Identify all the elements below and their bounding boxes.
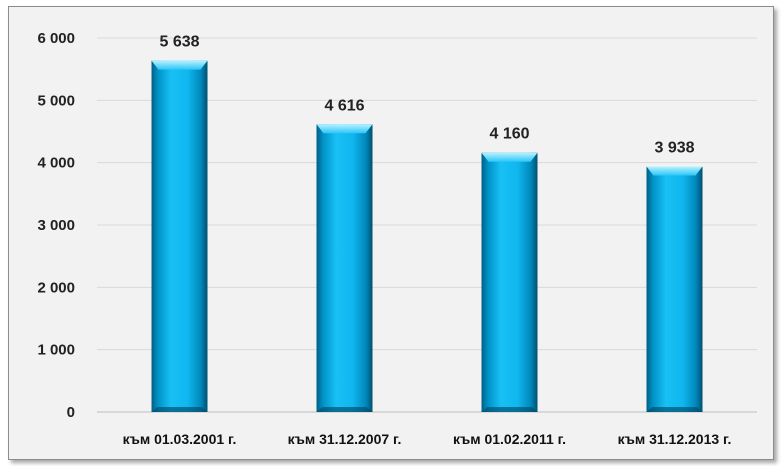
bar-cap-4: [646, 166, 703, 176]
bar-base-2: [316, 407, 373, 412]
y-axis: 0 1 000 2 000 3 000 4 000 5 000 6 000: [37, 30, 75, 421]
bars: [151, 60, 703, 412]
bar-2: [316, 124, 373, 412]
bar-cap-3: [481, 152, 538, 162]
bar-cap-1: [151, 60, 208, 70]
bar-base-4: [646, 407, 703, 412]
y-tick-label: 4 000: [37, 155, 75, 172]
data-label-4: 3 938: [654, 140, 694, 157]
y-tick-label: 2 000: [37, 279, 75, 296]
bar-3: [481, 152, 538, 412]
bar-base-3: [481, 407, 538, 412]
bar-4: [646, 166, 703, 412]
category-label-4: към 31.12.2013 г.: [618, 431, 732, 447]
category-label-1: към 01.03.2001 г.: [123, 431, 237, 447]
data-label-1: 5 638: [159, 34, 199, 51]
x-axis: към 01.03.2001 г. към 31.12.2007 г. към 01…: [123, 431, 732, 447]
bar-1: [151, 60, 208, 412]
y-tick-label: 3 000: [37, 217, 75, 234]
data-labels: 5 638 4 616 4 160 3 938: [159, 34, 694, 157]
data-label-2: 4 616: [324, 97, 364, 114]
bar-cap-2: [316, 124, 373, 134]
y-tick-label: 5 000: [37, 92, 75, 109]
bar-chart: 0 1 000 2 000 3 000 4 000 5 000 6 000 5 638 4 6…: [37, 30, 757, 447]
category-label-2: към 31.12.2007 г.: [288, 431, 402, 447]
bar-base-1: [151, 407, 208, 412]
data-label-3: 4 160: [489, 126, 529, 143]
y-tick-label: 6 000: [37, 30, 75, 47]
y-tick-label: 0: [67, 404, 75, 421]
y-tick-label: 1 000: [37, 342, 75, 359]
category-label-3: към 01.02.2011 г.: [453, 431, 566, 447]
chart-frame: 0 1 000 2 000 3 000 4 000 5 000 6 000 5 638 4 6…: [8, 6, 774, 460]
